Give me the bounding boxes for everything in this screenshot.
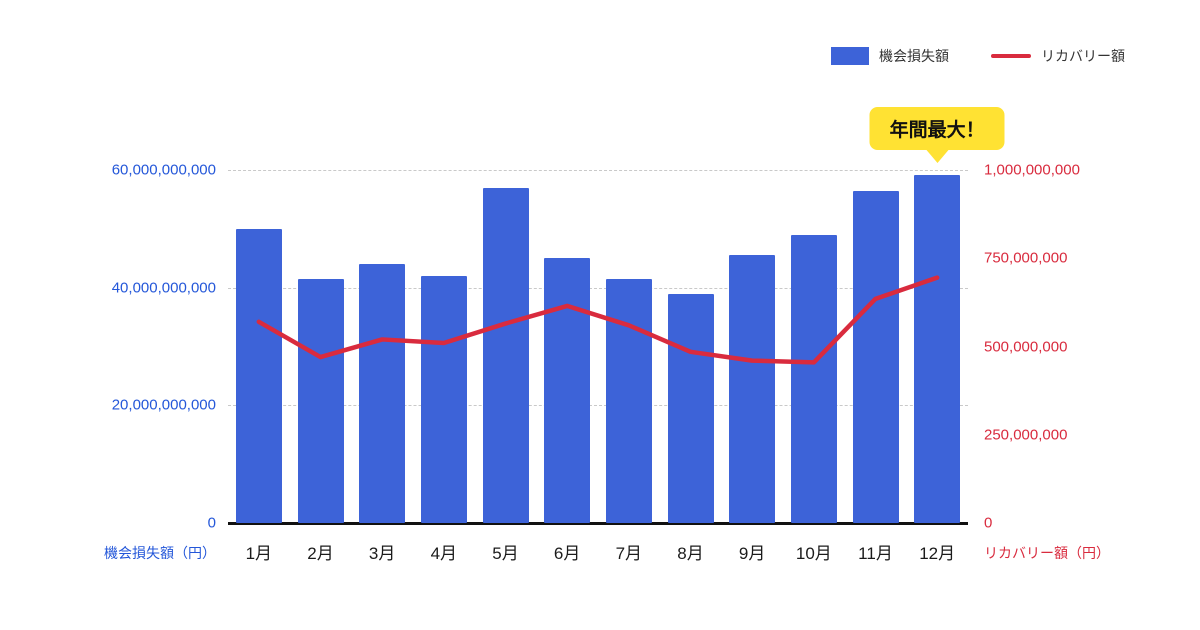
x-axis-tick-label: 10月 bbox=[795, 544, 832, 563]
bar-5月 bbox=[482, 187, 529, 523]
legend-item-recovery: リカバリー額 bbox=[991, 46, 1125, 66]
gridline bbox=[228, 405, 968, 407]
bar-2月 bbox=[297, 278, 344, 523]
bar-12月 bbox=[914, 174, 961, 523]
right-axis-tick-label: 250,000,000 bbox=[984, 426, 1068, 444]
x-axis-tick-label: 11月 bbox=[858, 544, 893, 563]
bar-1月 bbox=[235, 228, 282, 523]
left-axis-caption: 機会損失額（円） bbox=[104, 545, 216, 561]
right-axis-caption: リカバリー額（円） bbox=[984, 545, 1110, 561]
legend-item-opportunity-loss: 機会損失額 bbox=[831, 46, 949, 66]
right-axis-tick-label: 750,000,000 bbox=[984, 249, 1068, 267]
x-axis-tick-label: 1月 bbox=[245, 544, 273, 563]
bar-6月 bbox=[544, 258, 591, 523]
x-axis-tick-label: 8月 bbox=[677, 544, 704, 563]
left-axis-tick-label: 60,000,000,000 bbox=[111, 161, 216, 179]
x-axis-tick-label: 6月 bbox=[553, 544, 581, 563]
right-axis-tick-label: 500,000,000 bbox=[984, 338, 1068, 355]
left-axis-tick-label: 20,000,000,000 bbox=[111, 396, 216, 414]
x-axis-line bbox=[228, 522, 968, 525]
left-axis-tick-label: 40,000,000,000 bbox=[111, 279, 216, 297]
x-axis-tick-label: 5月 bbox=[492, 544, 519, 563]
right-axis-tick-label: 1,000,000,000 bbox=[984, 161, 1080, 179]
gridline bbox=[228, 170, 968, 171]
annotation-callout: 年間最大！ bbox=[869, 106, 1005, 163]
x-axis-tick-label: 7月 bbox=[615, 544, 643, 563]
line-swatch-icon bbox=[991, 54, 1031, 58]
bar-4月 bbox=[420, 275, 467, 523]
legend-label-opportunity-loss: 機会損失額 bbox=[879, 48, 949, 64]
x-axis-tick-label: 3月 bbox=[368, 544, 396, 563]
x-axis-tick-label: 12月 bbox=[919, 544, 956, 563]
bar-swatch-icon bbox=[831, 47, 869, 65]
bar-3月 bbox=[359, 264, 406, 523]
legend-label-recovery: リカバリー額 bbox=[1041, 48, 1125, 64]
left-axis-tick-label: 0 bbox=[207, 514, 216, 532]
right-axis-tick-label: 0 bbox=[984, 514, 993, 532]
x-axis-tick-label: 4月 bbox=[430, 544, 458, 563]
x-axis-tick-label: 2月 bbox=[307, 544, 334, 563]
legend: 機会損失額 リカバリー額 bbox=[831, 46, 1125, 66]
bar-7月 bbox=[605, 278, 652, 523]
bar-8月 bbox=[667, 293, 714, 523]
bar-10月 bbox=[790, 234, 837, 523]
bar-9月 bbox=[729, 255, 776, 523]
annotation-text: 年間最大！ bbox=[889, 119, 985, 141]
callout-tail-icon bbox=[926, 149, 949, 163]
x-axis-tick-label: 9月 bbox=[738, 544, 766, 563]
bar-11月 bbox=[852, 190, 899, 523]
